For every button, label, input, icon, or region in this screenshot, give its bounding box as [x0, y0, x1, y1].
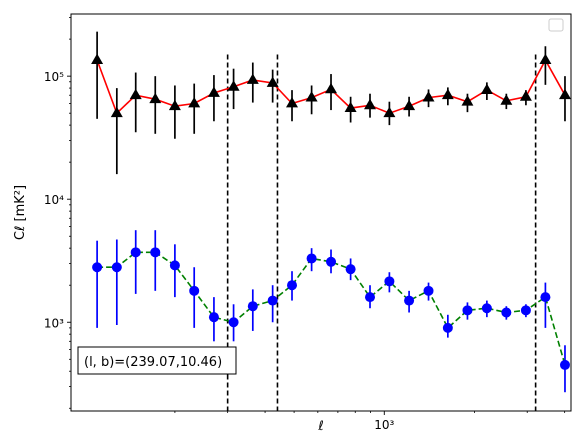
y-tick-label: 10³: [44, 316, 64, 330]
data-point-triangle: [383, 106, 396, 118]
data-point-triangle: [325, 82, 337, 94]
data-point-circle: [287, 280, 298, 291]
data-point-triangle: [480, 83, 493, 94]
data-point-triangle: [266, 76, 279, 87]
data-point-circle: [442, 322, 453, 333]
data-point-circle: [150, 247, 161, 258]
data-point-triangle: [227, 80, 240, 91]
legend-box: [548, 18, 564, 32]
data-point-triangle: [559, 88, 571, 100]
data-point-triangle: [149, 92, 162, 104]
data-point-circle: [462, 305, 473, 316]
data-point-circle: [111, 262, 122, 273]
data-point-circle: [384, 276, 395, 287]
data-point-circle: [559, 359, 570, 370]
annotation-box: (l, b)=(239.07,10.46): [77, 346, 237, 375]
data-point-circle: [345, 264, 356, 275]
data-point-triangle: [461, 95, 474, 106]
data-point-triangle: [129, 88, 142, 100]
data-point-triangle: [246, 73, 259, 84]
data-point-circle: [189, 285, 200, 296]
data-point-triangle: [441, 88, 454, 100]
data-point-triangle: [500, 94, 513, 105]
data-point-circle: [326, 256, 337, 267]
x-axis-label: ℓ: [317, 419, 323, 434]
data-point-circle: [228, 317, 239, 328]
data-point-circle: [306, 253, 317, 264]
y-tick-label: 10⁴: [44, 193, 64, 207]
x-tick-label: 10³: [374, 418, 394, 432]
data-point-triangle: [110, 106, 123, 118]
data-point-triangle: [91, 53, 104, 64]
y-tick-label: 10⁵: [44, 70, 64, 84]
data-point-circle: [92, 262, 103, 273]
data-point-circle: [520, 305, 531, 316]
data-point-triangle: [286, 97, 298, 108]
data-point-circle: [169, 260, 180, 271]
data-point-triangle: [344, 101, 357, 112]
data-point-triangle: [364, 98, 376, 110]
data-point-circle: [540, 292, 551, 303]
data-point-triangle: [208, 86, 220, 97]
data-point-triangle: [519, 90, 532, 101]
data-point-circle: [481, 303, 492, 314]
data-point-triangle: [305, 91, 318, 102]
data-point-circle: [404, 295, 415, 306]
data-point-triangle: [422, 91, 435, 102]
plot-frame: [70, 13, 572, 412]
data-point-circle: [247, 301, 258, 312]
data-point-circle: [501, 307, 512, 318]
data-point-circle: [130, 247, 141, 258]
data-point-triangle: [539, 53, 552, 64]
data-point-circle: [423, 285, 434, 296]
data-point-triangle: [168, 99, 181, 111]
data-point-triangle: [403, 99, 416, 111]
y-axis-label: Cℓ [mK²]: [13, 185, 28, 240]
data-point-circle: [208, 312, 219, 323]
annotation-text: (l, b)=(239.07,10.46): [84, 355, 222, 370]
data-point-circle: [364, 292, 375, 303]
data-point-circle: [267, 295, 278, 306]
data-point-triangle: [188, 97, 201, 108]
